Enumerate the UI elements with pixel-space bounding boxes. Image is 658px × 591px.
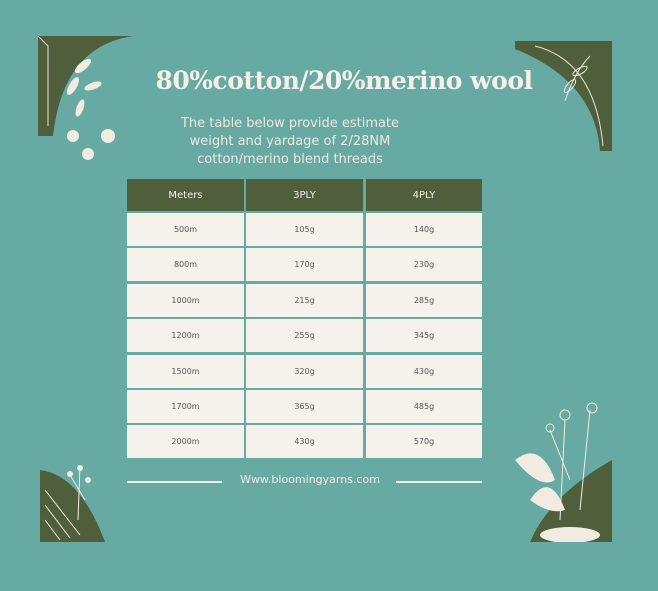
footer-divider-left	[127, 481, 222, 483]
floral-corner-bottom-left-icon	[40, 464, 105, 542]
floral-corner-top-right-icon	[515, 41, 612, 151]
table-cell: 1700m	[127, 390, 244, 423]
table-cell: 140g	[366, 213, 482, 246]
table-cell: 105g	[246, 213, 363, 246]
table-cell: 1000m	[127, 284, 244, 317]
table-cell: 365g	[246, 390, 363, 423]
table-cell: 1200m	[127, 319, 244, 352]
floral-corner-top-left-icon	[38, 36, 133, 160]
table-cell: 215g	[246, 284, 363, 317]
subtitle: The table below provide estimate weight …	[150, 115, 430, 169]
table-cell: 320g	[246, 355, 363, 388]
table-cell: 485g	[366, 390, 482, 423]
table-cell: 800m	[127, 248, 244, 281]
floral-corner-bottom-right-icon	[515, 402, 612, 542]
table-cell: 285g	[366, 284, 482, 317]
table-cell: 345g	[366, 319, 482, 352]
subtitle-line: weight and yardage of 2/28NM	[189, 134, 391, 149]
column-header: Meters	[127, 179, 244, 211]
table-cell: 430g	[366, 355, 482, 388]
column-header: 3PLY	[246, 179, 363, 211]
footer-divider-right	[396, 481, 482, 483]
subtitle-line: The table below provide estimate	[180, 116, 400, 131]
table-cell: 2000m	[127, 425, 244, 458]
table-cell: 230g	[366, 248, 482, 281]
subtitle-line: cotton/merino blend threads	[197, 152, 383, 167]
table-cell: 1500m	[127, 355, 244, 388]
table-cell: 170g	[246, 248, 363, 281]
table-cell: 430g	[246, 425, 363, 458]
table-cell: 500m	[127, 213, 244, 246]
column-header: 4PLY	[366, 179, 482, 211]
website-url: Www.bloomingyarns.com	[240, 473, 380, 486]
table-cell: 255g	[246, 319, 363, 352]
page-title: 80%cotton/20%merino wool	[155, 66, 533, 95]
table-cell: 570g	[366, 425, 482, 458]
